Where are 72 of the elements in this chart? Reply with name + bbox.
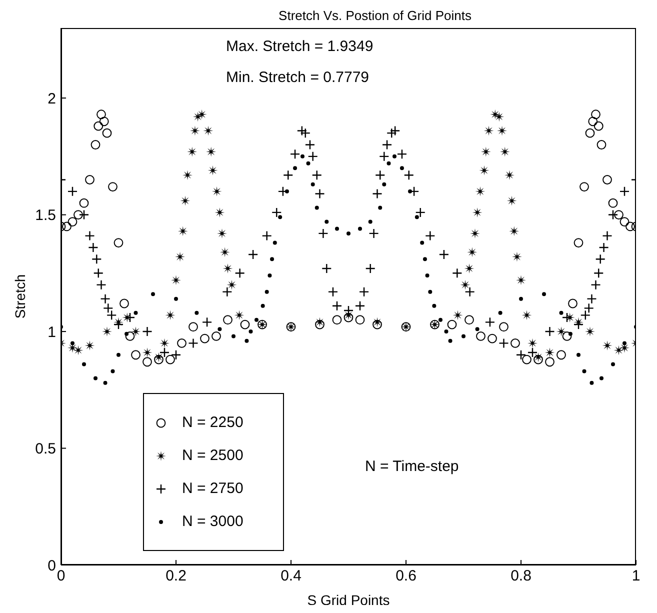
point — [120, 298, 129, 308]
y-axis-title: Stretch — [12, 274, 28, 319]
point — [125, 331, 135, 341]
point — [596, 140, 606, 150]
annotation: Min. Stretch = 0.7779 — [226, 69, 369, 86]
x-tick-label: 0.4 — [280, 568, 302, 585]
point — [574, 238, 584, 248]
point — [102, 128, 112, 138]
point — [315, 320, 324, 330]
point — [626, 222, 635, 232]
point — [545, 357, 554, 367]
point — [522, 354, 532, 364]
point — [154, 354, 164, 364]
point — [99, 116, 109, 126]
point — [223, 315, 232, 325]
x-tick-label: 0.6 — [396, 568, 416, 585]
point — [594, 121, 604, 131]
point — [556, 350, 566, 360]
point — [620, 217, 630, 226]
point — [166, 354, 175, 364]
point — [344, 312, 354, 322]
point — [131, 350, 140, 360]
point — [240, 320, 250, 330]
y-tick-label: 0.5 — [35, 440, 56, 458]
legend-label: N = 2500 — [182, 447, 244, 464]
point — [68, 217, 78, 226]
point — [85, 175, 94, 184]
y-tick-label: 1.5 — [35, 207, 56, 224]
point — [608, 198, 618, 208]
point — [188, 322, 198, 332]
chart-title: Stretch Vs. Postion of Grid Points — [278, 8, 472, 23]
x-tick-label: 0.2 — [166, 568, 186, 585]
legend-label: N = 2750 — [182, 480, 244, 497]
point — [96, 110, 106, 120]
point — [62, 222, 72, 232]
point — [488, 334, 497, 344]
point — [212, 331, 221, 341]
annotation: N = Time-step — [365, 458, 459, 475]
annotation: Max. Stretch = 1.9349 — [226, 38, 374, 55]
point — [568, 298, 578, 308]
point — [142, 357, 152, 367]
point — [499, 322, 508, 332]
point — [585, 128, 595, 138]
point — [79, 198, 89, 208]
legend-label: N = 3000 — [182, 513, 244, 530]
point — [108, 182, 118, 192]
point — [591, 110, 600, 120]
point — [464, 315, 474, 325]
x-axis-title: S Grid Points — [307, 592, 390, 608]
point — [602, 175, 612, 184]
point — [200, 334, 210, 344]
point — [90, 140, 100, 150]
y-tick-label: 2 — [48, 90, 56, 108]
point — [332, 315, 342, 325]
point — [614, 210, 624, 220]
point — [534, 354, 543, 364]
y-tick-label: 1 — [48, 324, 56, 341]
point — [74, 210, 83, 220]
point — [94, 121, 104, 131]
point — [510, 338, 520, 348]
point — [372, 320, 382, 330]
point — [580, 182, 589, 192]
point — [355, 315, 365, 325]
point — [114, 238, 124, 248]
x-tick-label: 1 — [632, 568, 640, 585]
point — [447, 320, 457, 330]
x-tick-label: 0.8 — [510, 568, 532, 585]
point — [588, 116, 598, 126]
legend-label: N = 2250 — [182, 414, 244, 431]
point — [476, 331, 486, 341]
point — [177, 338, 186, 348]
point — [562, 331, 572, 341]
